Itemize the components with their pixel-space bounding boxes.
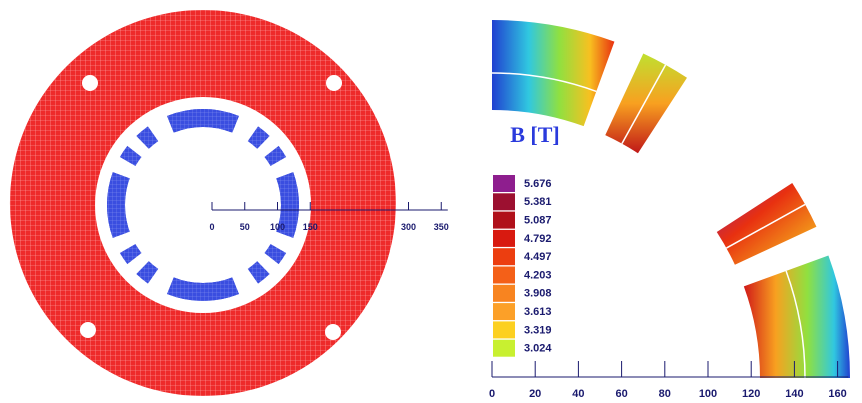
- block-split: [491, 72, 597, 93]
- coil-block: [119, 145, 142, 166]
- legend-label: 3.319: [524, 324, 552, 336]
- coil-block: [247, 126, 270, 149]
- legend-swatch: [493, 229, 515, 247]
- legend-swatch: [493, 284, 515, 302]
- field-map: [491, 20, 850, 379]
- legend-swatch: [493, 248, 515, 266]
- legend-swatch: [493, 175, 515, 192]
- tick-label: 60: [615, 388, 627, 400]
- tick-label: 150: [303, 222, 318, 232]
- tick-label: 80: [659, 388, 671, 400]
- tick-label: 100: [270, 222, 285, 232]
- field-block: [492, 20, 615, 127]
- block-split: [726, 203, 806, 249]
- tick-label: 120: [742, 388, 760, 400]
- legend-swatch: [493, 303, 515, 321]
- coil-block: [136, 261, 159, 284]
- tick-label: 160: [828, 388, 846, 400]
- legend-label: 5.381: [524, 196, 552, 208]
- coil-block: [276, 172, 299, 238]
- legend-swatch: [493, 266, 515, 284]
- tick-label: 300: [401, 222, 416, 232]
- hole: [326, 75, 342, 91]
- legend-label: 5.087: [524, 215, 552, 227]
- legend-swatch: [493, 321, 515, 339]
- tick-label: 140: [785, 388, 803, 400]
- legend-label: 3.613: [524, 306, 552, 318]
- legend-label: 4.203: [524, 269, 552, 281]
- hole: [325, 324, 341, 340]
- magnet-mesh: [9, 10, 396, 396]
- legend-swatch: [493, 211, 515, 229]
- coil-block: [264, 244, 287, 265]
- legend-swatch: [493, 193, 515, 211]
- legend-label: 4.497: [524, 251, 552, 263]
- coil-block: [106, 172, 130, 238]
- field-block: [743, 255, 850, 378]
- field-block: [716, 183, 817, 265]
- legend-label: 5.676: [524, 178, 552, 190]
- block-split: [621, 64, 667, 144]
- tick-label: 20: [529, 388, 541, 400]
- field-block: [605, 53, 687, 154]
- coil-block: [167, 277, 239, 301]
- coil-block: [119, 244, 142, 265]
- colorbar-title: B [T]: [510, 122, 560, 147]
- tick-label: 40: [572, 388, 584, 400]
- legend-label: 4.792: [524, 233, 552, 245]
- tick-label: 350: [434, 222, 449, 232]
- hole: [82, 75, 98, 91]
- coil-block: [247, 261, 270, 284]
- tick-label: 100: [699, 388, 717, 400]
- tick-label: 0: [209, 222, 214, 232]
- legend-swatch: [493, 339, 515, 357]
- hole: [80, 322, 96, 338]
- coil-block: [264, 145, 287, 166]
- yoke-mesh: [9, 10, 396, 396]
- block-split: [785, 270, 806, 379]
- tick-label: 50: [240, 222, 250, 232]
- legend-label: 3.024: [524, 343, 552, 355]
- coil-block: [136, 126, 159, 149]
- tick-label: 0: [489, 388, 495, 400]
- coil-block: [167, 108, 239, 133]
- legend-label: 3.908: [524, 288, 552, 300]
